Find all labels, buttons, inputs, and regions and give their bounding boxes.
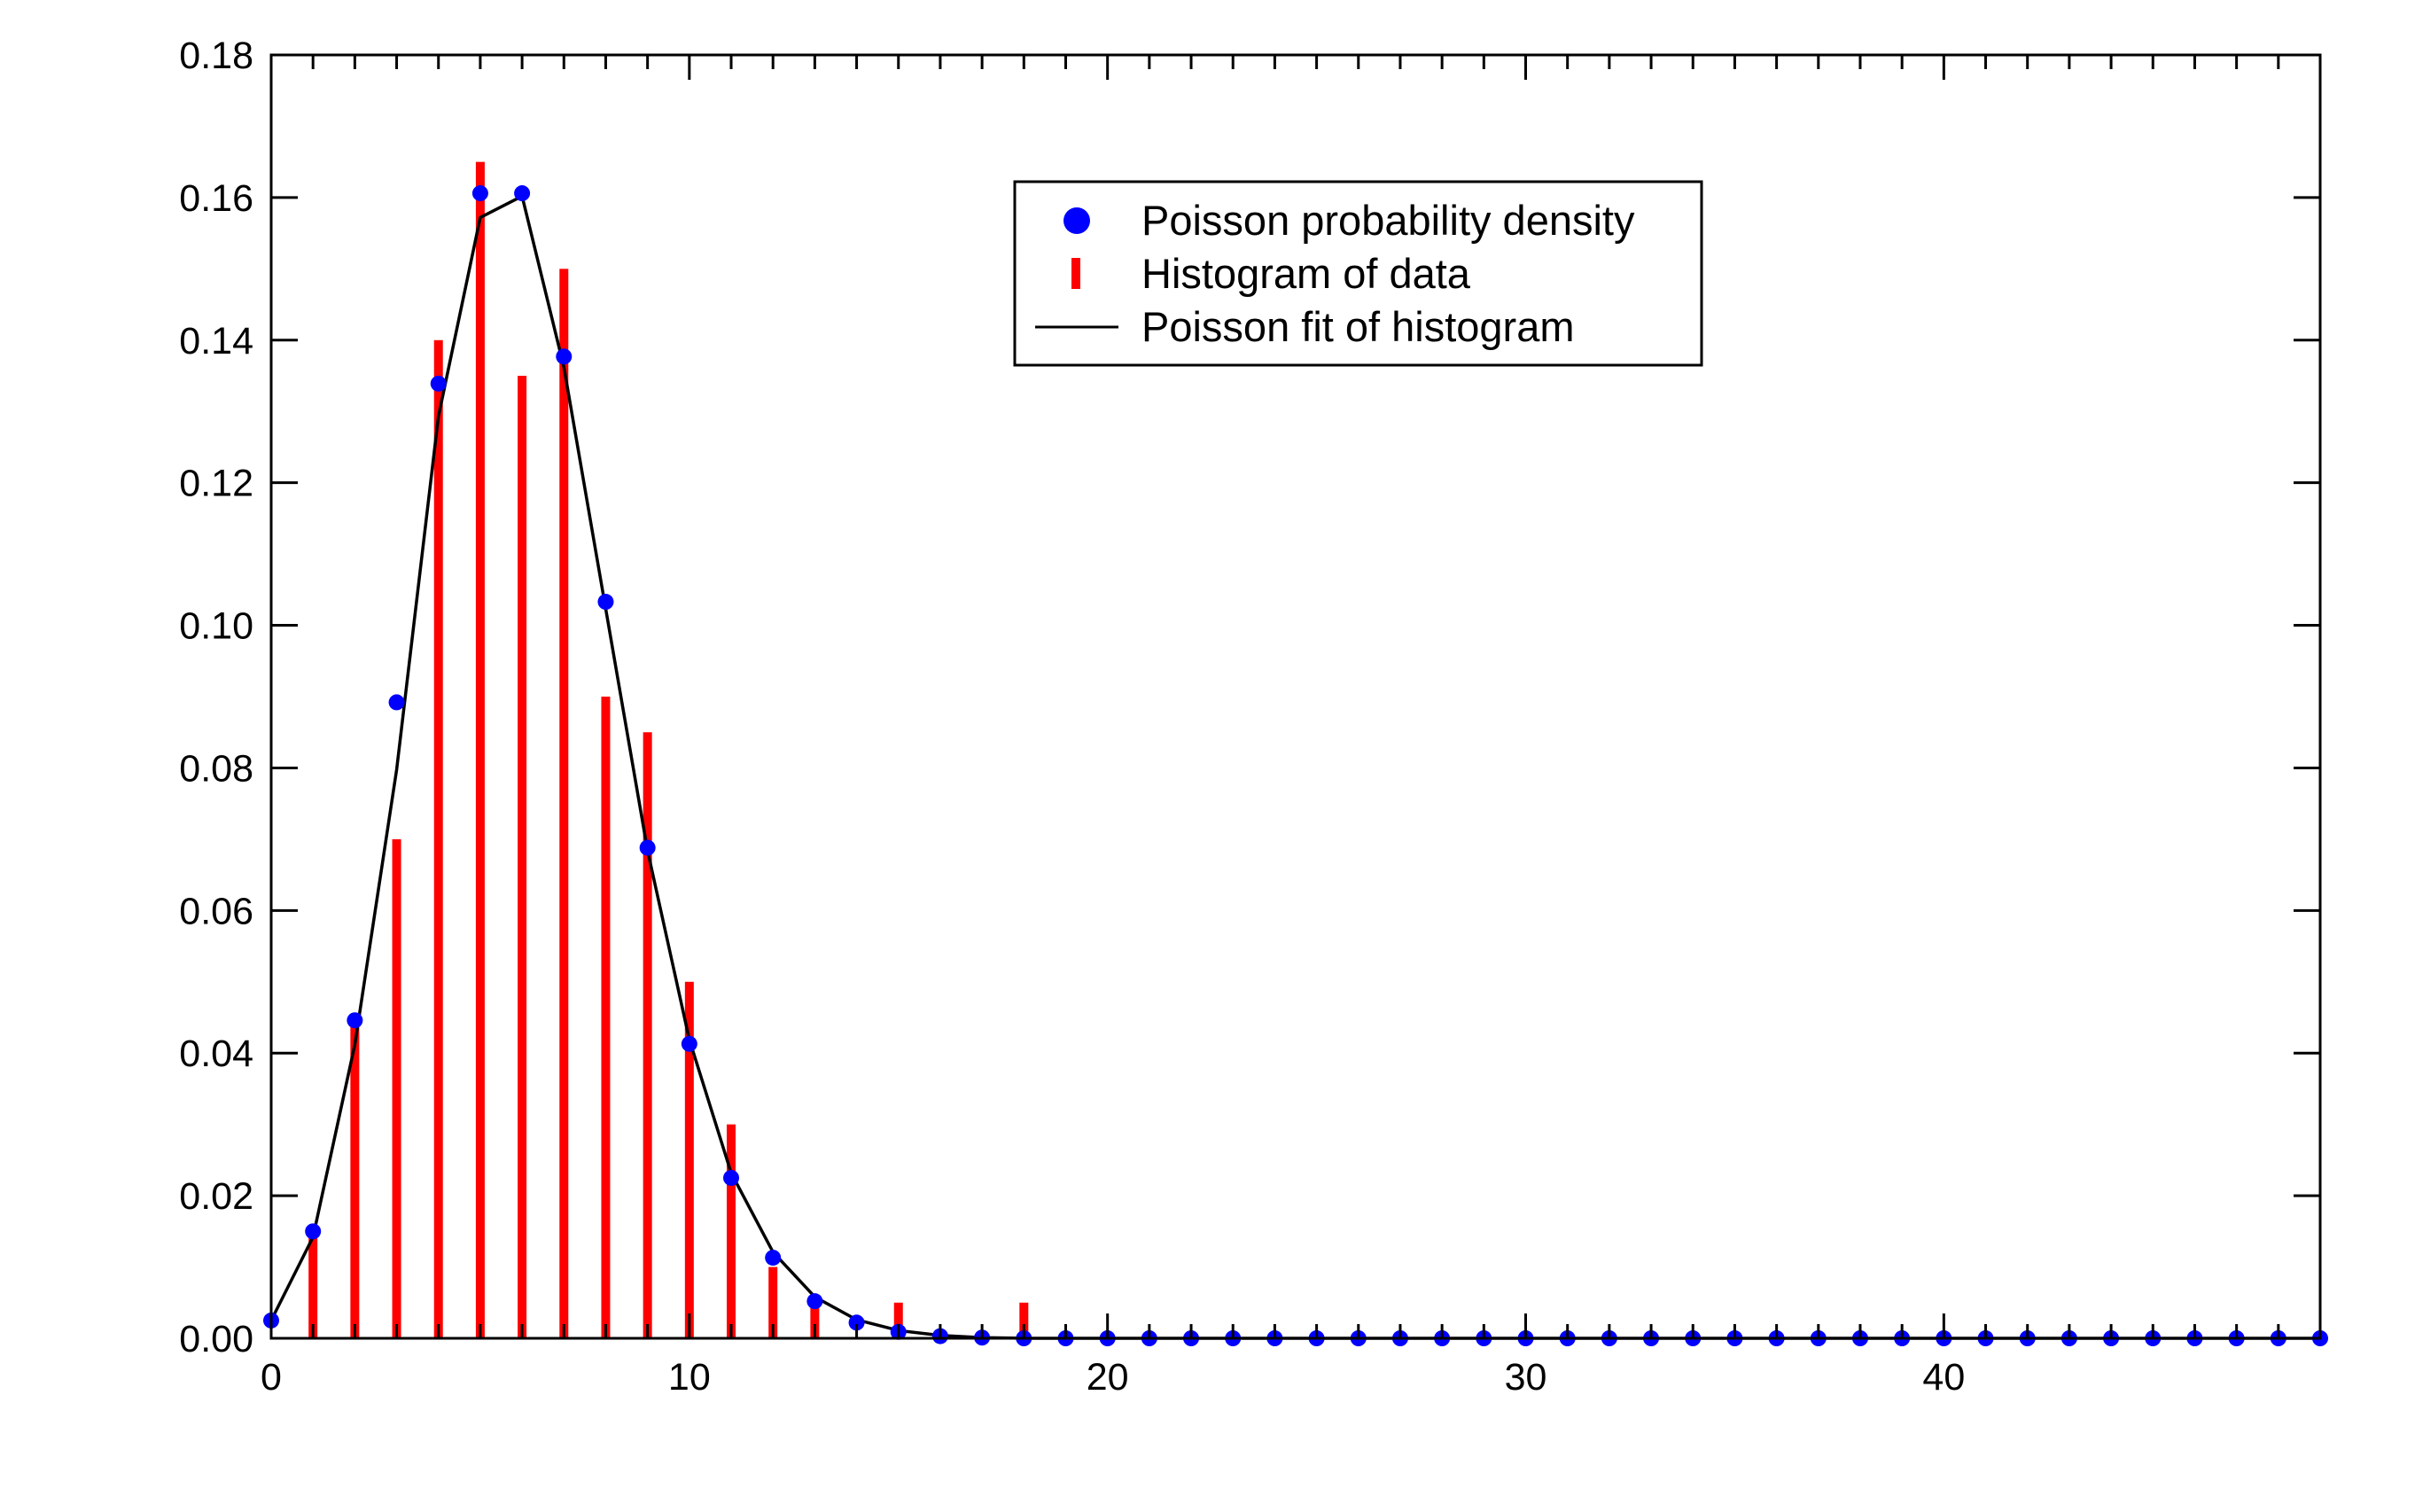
- legend-label-density: Poisson probability density: [1141, 197, 1635, 244]
- density-point: [723, 1170, 740, 1186]
- density-point: [305, 1223, 322, 1240]
- histogram-bar: [350, 1017, 360, 1338]
- density-point: [597, 594, 614, 611]
- density-point: [681, 1035, 697, 1052]
- density-point: [765, 1250, 782, 1266]
- legend-box: [1013, 180, 1703, 367]
- legend: Poisson probability density Histogram of…: [1013, 180, 1703, 367]
- histogram-bar: [727, 1124, 736, 1338]
- y-tick-label: 0.10: [179, 605, 253, 648]
- y-tick-label: 0.16: [179, 177, 253, 220]
- histogram-bar: [684, 981, 694, 1338]
- y-tick-label: 0.02: [179, 1175, 253, 1218]
- histogram-bar: [559, 269, 569, 1338]
- x-tick-label: 0: [261, 1356, 282, 1399]
- density-point: [806, 1293, 823, 1310]
- histogram-bar: [392, 838, 401, 1338]
- histogram-bar: [308, 1231, 318, 1338]
- histogram-bar: [601, 697, 611, 1338]
- histogram-bar: [518, 376, 527, 1338]
- density-point: [388, 694, 405, 711]
- y-tick-label: 0.14: [179, 320, 253, 362]
- y-tick-label: 0.06: [179, 890, 253, 932]
- x-tick-label: 10: [668, 1356, 711, 1399]
- histogram-bar: [643, 732, 652, 1338]
- histogram-bar: [475, 161, 485, 1339]
- y-tick-label: 0.00: [179, 1318, 253, 1360]
- legend-marker-density: [1063, 207, 1090, 234]
- fit-line: [269, 194, 2320, 1340]
- plot-frame: [269, 53, 2322, 1340]
- x-tick-label: 30: [1505, 1356, 1547, 1399]
- axes: 0 10 20 30 40 0.00 0.02 0.04 0.06 0.08 0.10 0.12 0.1…: [179, 35, 2322, 1399]
- histogram-bar: [1019, 1302, 1029, 1338]
- density-point: [848, 1314, 865, 1331]
- y-tick-label: 0.04: [179, 1033, 253, 1075]
- density-point: [347, 1012, 363, 1029]
- density-point: [556, 348, 573, 365]
- y-tick-label: 0.08: [179, 747, 253, 790]
- legend-label-histogram: Histogram of data: [1141, 250, 1471, 297]
- histogram-bar: [433, 339, 443, 1338]
- y-tick-label: 0.12: [179, 463, 253, 505]
- y-tick-label: 0.18: [179, 35, 253, 77]
- legend-label-fit: Poisson fit of histogram: [1141, 303, 1575, 350]
- density-point: [514, 185, 531, 202]
- density-point: [471, 185, 488, 202]
- legend-marker-histogram: [1071, 258, 1080, 289]
- density-point: [639, 839, 656, 856]
- x-tick-label: 20: [1087, 1356, 1129, 1399]
- x-tick-label: 40: [1922, 1356, 1965, 1399]
- density-point: [430, 375, 447, 392]
- histogram-bar: [893, 1302, 903, 1338]
- histogram-bar: [810, 1302, 820, 1338]
- histogram-bar: [768, 1266, 778, 1338]
